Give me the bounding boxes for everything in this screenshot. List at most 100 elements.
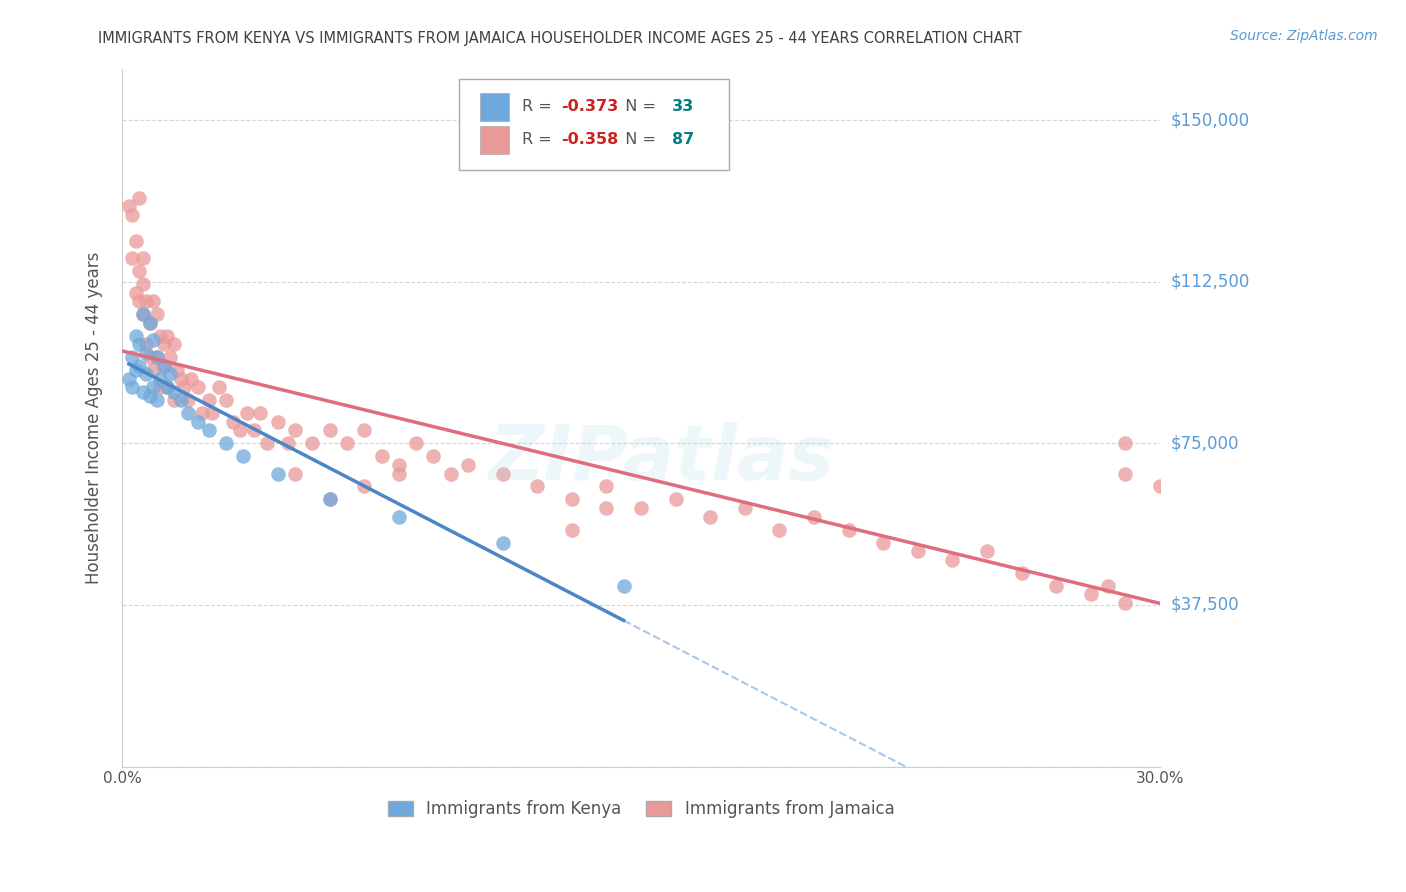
Text: $37,500: $37,500 — [1171, 596, 1240, 614]
Point — [1114, 596, 1136, 610]
Point — [630, 501, 652, 516]
Text: -0.358: -0.358 — [561, 132, 619, 147]
Point — [457, 458, 479, 472]
Point — [405, 436, 427, 450]
Point — [145, 393, 167, 408]
Point — [613, 578, 636, 592]
Point — [388, 458, 411, 472]
Point — [125, 363, 148, 377]
Point — [163, 337, 186, 351]
Point — [135, 294, 157, 309]
Point — [267, 415, 290, 429]
Point — [370, 450, 392, 464]
Point — [526, 479, 548, 493]
Point — [561, 523, 583, 537]
Point — [121, 251, 143, 265]
Point — [1011, 566, 1033, 580]
Point — [976, 544, 998, 558]
Point — [128, 359, 150, 373]
Point — [128, 191, 150, 205]
Point — [152, 337, 174, 351]
Point — [318, 492, 340, 507]
Point — [170, 393, 193, 408]
Point — [142, 380, 165, 394]
Point — [232, 450, 254, 464]
Point — [145, 350, 167, 364]
Point — [1114, 436, 1136, 450]
Point — [336, 436, 359, 450]
Point — [301, 436, 323, 450]
Point — [142, 294, 165, 309]
Point — [228, 424, 250, 438]
Point — [267, 467, 290, 481]
Point — [803, 509, 825, 524]
Point — [149, 380, 172, 394]
Text: -0.373: -0.373 — [561, 99, 619, 114]
Point — [173, 380, 195, 394]
Point — [197, 424, 219, 438]
Point — [201, 406, 224, 420]
Point — [187, 380, 209, 394]
Point — [135, 337, 157, 351]
FancyBboxPatch shape — [479, 93, 509, 121]
Point — [1149, 479, 1171, 493]
Point — [353, 479, 375, 493]
Point — [872, 535, 894, 549]
Point — [125, 328, 148, 343]
Point — [222, 415, 245, 429]
Point — [125, 285, 148, 300]
Point — [242, 424, 264, 438]
Point — [128, 337, 150, 351]
Point — [132, 307, 155, 321]
Point — [159, 350, 181, 364]
Point — [208, 380, 231, 394]
Point — [149, 372, 172, 386]
Point — [138, 350, 160, 364]
Point — [941, 553, 963, 567]
Point — [318, 492, 340, 507]
Text: N =: N = — [614, 132, 661, 147]
Point — [145, 350, 167, 364]
Point — [152, 359, 174, 373]
Point — [138, 389, 160, 403]
Point — [138, 316, 160, 330]
Point — [149, 328, 172, 343]
Point — [491, 535, 513, 549]
Text: ZIPatlas: ZIPatlas — [489, 423, 835, 497]
Point — [353, 424, 375, 438]
Point — [235, 406, 257, 420]
Point — [907, 544, 929, 558]
Point — [135, 368, 157, 382]
Point — [318, 424, 340, 438]
Point — [118, 372, 141, 386]
Point — [152, 359, 174, 373]
Point — [142, 363, 165, 377]
Point — [121, 208, 143, 222]
Point — [163, 393, 186, 408]
Point — [177, 393, 200, 408]
Point — [215, 436, 238, 450]
Point — [177, 406, 200, 420]
FancyBboxPatch shape — [460, 79, 730, 169]
Point — [170, 372, 193, 386]
Point — [145, 307, 167, 321]
Point — [1114, 467, 1136, 481]
Point — [440, 467, 463, 481]
Point — [166, 363, 188, 377]
Point — [142, 333, 165, 347]
Text: R =: R = — [522, 132, 557, 147]
Point — [190, 406, 212, 420]
Point — [664, 492, 686, 507]
Point — [118, 199, 141, 213]
Point — [1045, 578, 1067, 592]
Text: 87: 87 — [672, 132, 695, 147]
Point — [491, 467, 513, 481]
Point — [128, 294, 150, 309]
Point — [132, 277, 155, 291]
Point — [1097, 578, 1119, 592]
Point — [699, 509, 721, 524]
Text: $112,500: $112,500 — [1171, 273, 1250, 291]
Point — [156, 380, 179, 394]
Point — [422, 450, 444, 464]
Point — [197, 393, 219, 408]
